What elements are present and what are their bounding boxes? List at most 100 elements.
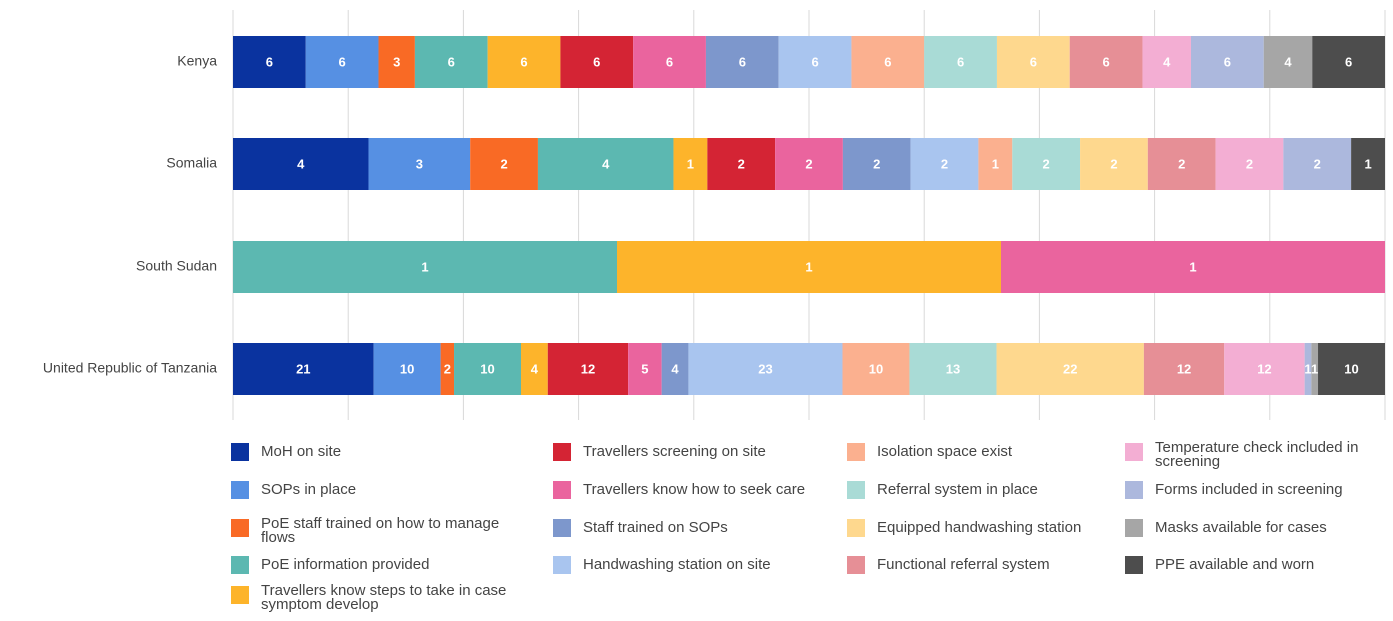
legend-swatch <box>847 443 865 461</box>
segment-label: 1 <box>1304 361 1311 376</box>
segment-label: 6 <box>739 54 746 69</box>
legend-swatch <box>1125 481 1143 499</box>
bar-segment <box>547 343 629 395</box>
legend-swatch <box>231 586 249 604</box>
bar-segment <box>233 36 306 88</box>
bar-segment <box>842 138 911 190</box>
legend-swatch <box>231 519 249 537</box>
bar-segment <box>1311 343 1319 395</box>
legend-item: Travellers know steps to take in case sy… <box>231 582 531 613</box>
bar-segment <box>1351 138 1385 190</box>
bar-segment <box>305 36 379 88</box>
legend-item: SOPs in place <box>231 479 531 499</box>
category-label: South Sudan <box>136 258 217 274</box>
legend-item: Functional referral system <box>847 554 1112 574</box>
segment-label: 1 <box>805 259 812 274</box>
segment-label: 1 <box>992 156 999 171</box>
segment-label: 3 <box>416 156 423 171</box>
bar-segment <box>633 36 706 88</box>
bar-segment <box>851 36 925 88</box>
segment-label: 4 <box>531 361 539 376</box>
segment-label: 4 <box>671 361 679 376</box>
bar-segment <box>661 343 689 395</box>
legend-swatch <box>553 443 571 461</box>
segment-label: 10 <box>480 361 494 376</box>
segment-label: 6 <box>1345 54 1352 69</box>
segment-label: 10 <box>869 361 883 376</box>
legend-label: PoE information provided <box>261 556 430 573</box>
category-label: Kenya <box>177 53 217 69</box>
category-label: Somalia <box>166 155 217 171</box>
segment-label: 1 <box>1364 156 1371 171</box>
segment-label: 6 <box>957 54 964 69</box>
segment-label: 12 <box>1177 361 1191 376</box>
legend-item: Handwashing station on site <box>553 554 833 574</box>
segment-label: 1 <box>1311 361 1318 376</box>
legend-swatch <box>231 481 249 499</box>
bar-segment <box>373 343 441 395</box>
segment-label: 6 <box>593 54 600 69</box>
bar-segment <box>1147 138 1216 190</box>
bar-segment <box>1190 36 1264 88</box>
legend-label: Handwashing station on site <box>583 556 771 573</box>
segment-label: 12 <box>1257 361 1271 376</box>
segment-label: 6 <box>339 54 346 69</box>
segment-label: 10 <box>400 361 414 376</box>
legend-swatch <box>231 443 249 461</box>
segment-label: 4 <box>1284 54 1292 69</box>
segment-label: 2 <box>873 156 880 171</box>
bar-segment <box>775 138 843 190</box>
bar-segment <box>1304 343 1312 395</box>
legend-label: MoH on site <box>261 443 342 460</box>
legend-label: Travellers know how to seek care <box>583 481 806 498</box>
bar-segment <box>924 36 997 88</box>
segment-label: 2 <box>1314 156 1321 171</box>
segment-label: 6 <box>666 54 673 69</box>
legend-item: Referral system in place <box>847 479 1112 499</box>
bar-segment <box>996 343 1144 395</box>
legend-label: Travellers screening on site <box>583 443 766 460</box>
bar-segment <box>378 36 415 88</box>
segment-label: 1 <box>687 156 694 171</box>
segment-label: 6 <box>1030 54 1037 69</box>
segment-label: 1 <box>421 259 428 274</box>
bar-segment <box>688 343 843 395</box>
segment-label: 6 <box>811 54 818 69</box>
legend-swatch <box>553 481 571 499</box>
segment-label: 4 <box>602 156 610 171</box>
bar-segment <box>368 138 471 190</box>
bar-segment <box>470 138 538 190</box>
segment-label: 2 <box>738 156 745 171</box>
legend-label: PPE available and worn <box>1155 556 1315 573</box>
bar-segment <box>1215 138 1284 190</box>
segment-label: 2 <box>805 156 812 171</box>
segment-label: 6 <box>1224 54 1231 69</box>
legend-label: Travellers know steps to take in case sy… <box>261 582 507 613</box>
bar-segment <box>1283 138 1352 190</box>
segment-label: 4 <box>297 156 305 171</box>
bar-segment <box>537 138 674 190</box>
segment-label: 13 <box>946 361 960 376</box>
legend-item: Staff trained on SOPs <box>553 517 833 537</box>
bar-segment <box>521 343 548 395</box>
bar-segment <box>628 343 662 395</box>
bar-segment <box>1080 138 1148 190</box>
segment-label: 2 <box>500 156 507 171</box>
bar-segment <box>233 343 374 395</box>
bar-segment <box>1224 343 1305 395</box>
segment-label: 6 <box>884 54 891 69</box>
legend-label: PoE staff trained on how to manage flows <box>261 515 500 546</box>
legend-swatch <box>847 556 865 574</box>
segment-label: 2 <box>1178 156 1185 171</box>
bar-segment <box>778 36 852 88</box>
segment-label: 5 <box>641 361 648 376</box>
bar-segment <box>233 138 369 190</box>
bar-segment <box>978 138 1013 190</box>
legend-swatch <box>847 519 865 537</box>
bar-segment <box>705 36 779 88</box>
legend-swatch <box>553 519 571 537</box>
legend-label: Functional referral system <box>877 556 1050 573</box>
legend-item: PoE staff trained on how to manage flows <box>231 515 531 546</box>
